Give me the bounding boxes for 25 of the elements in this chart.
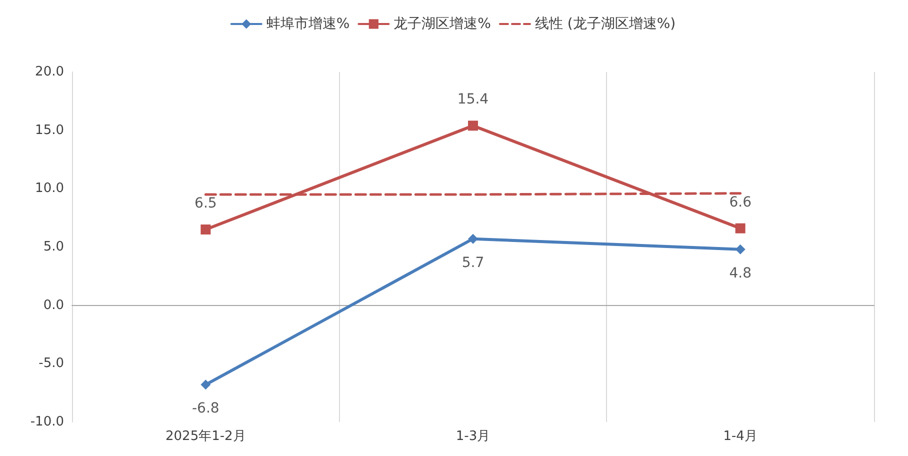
data-label: -6.8	[192, 400, 220, 417]
data-label: 6.6	[729, 194, 752, 210]
x-tick-label: 1-4月	[723, 429, 758, 444]
legend-label: 龙子湖区增速%	[394, 16, 491, 32]
y-tick-label: 10.0	[35, 181, 64, 196]
point	[735, 223, 746, 234]
data-label: 6.5	[194, 196, 217, 212]
y-tick-label: 20.0	[35, 64, 64, 80]
y-tick-label: -10.0	[30, 414, 64, 430]
data-label: 4.8	[729, 265, 752, 282]
data-label: 15.4	[457, 92, 489, 108]
y-tick-label: -5.0	[38, 356, 64, 372]
legend-label: 蚌埠市增速%	[266, 16, 350, 32]
point	[200, 224, 211, 234]
y-tick-label: 15.0	[35, 122, 64, 138]
y-tick-label: 5.0	[43, 240, 64, 254]
point	[468, 120, 478, 131]
point	[735, 244, 746, 254]
point	[200, 380, 211, 390]
x-tick-label: 1-3月	[456, 429, 490, 444]
data-label: 5.7	[462, 254, 484, 271]
x-tick-label: 2025年1-2月	[166, 429, 246, 444]
y-tick-label: 0.0	[43, 298, 64, 313]
legend-label: 线性 (龙子湖区增速%)	[534, 16, 676, 32]
point	[468, 234, 478, 244]
